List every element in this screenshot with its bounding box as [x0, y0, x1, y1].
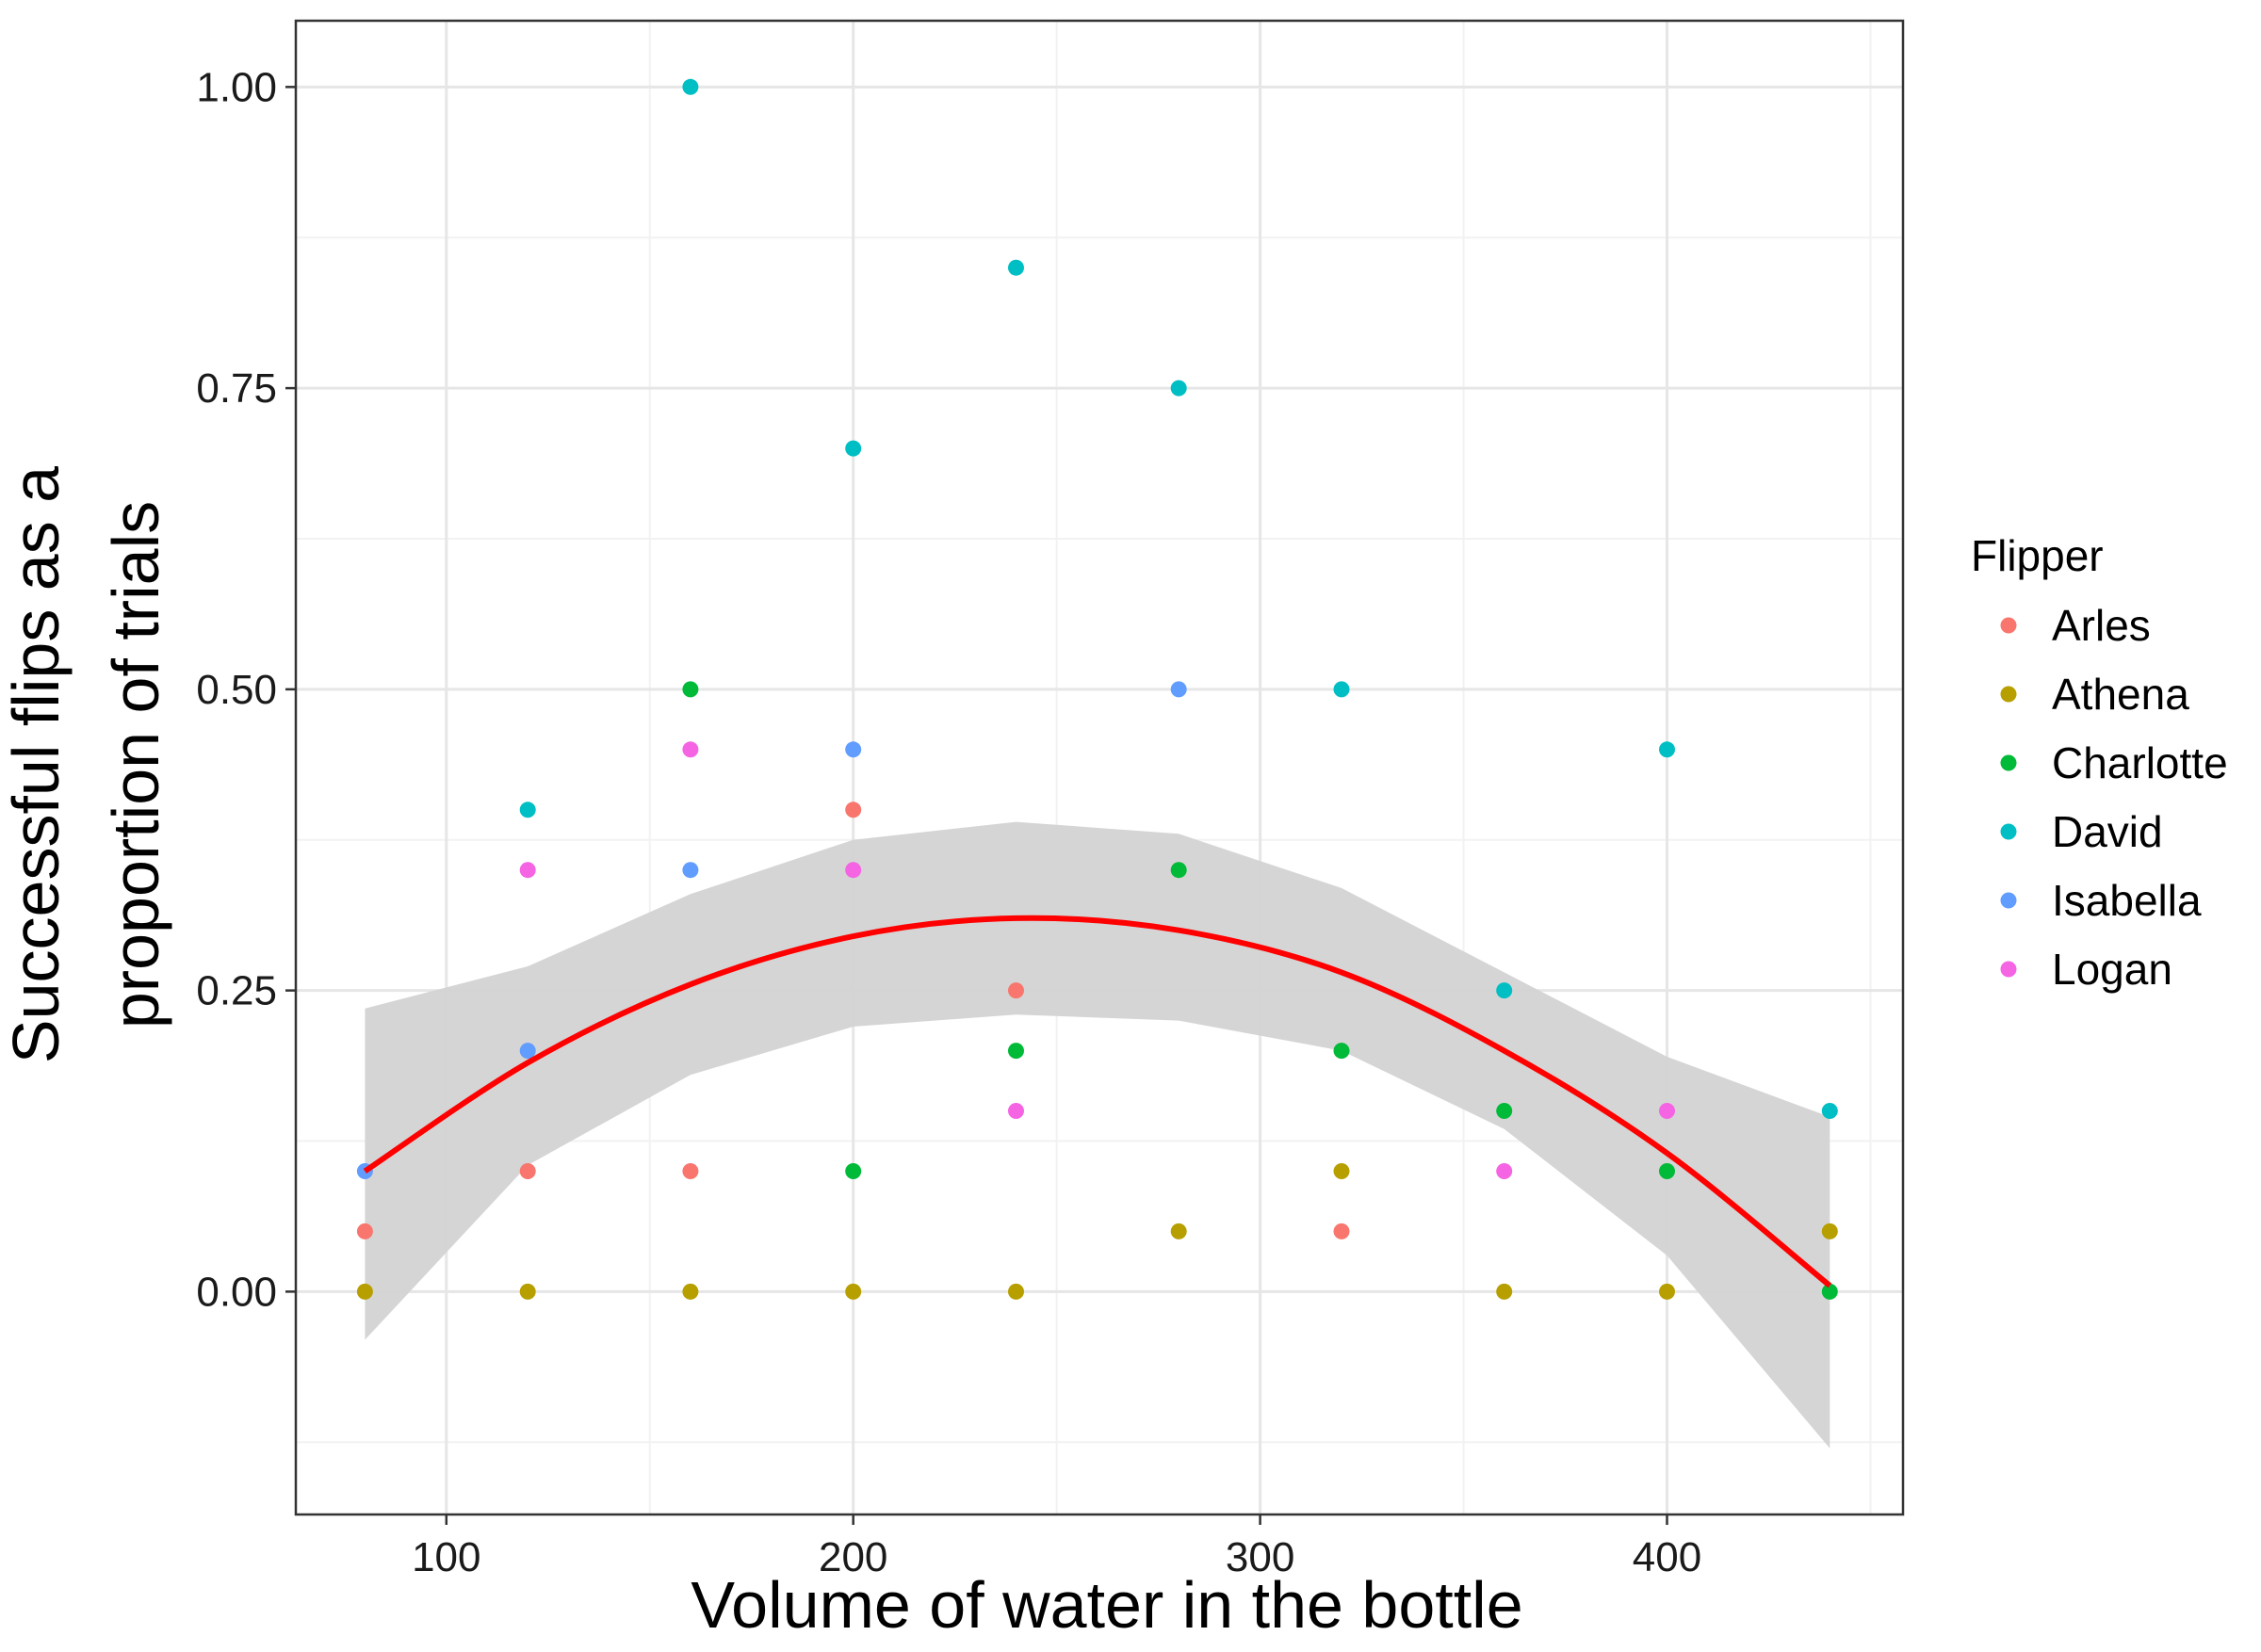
x-axis-title: Volume of water in the bottle: [691, 1568, 1522, 1642]
data-point-charlotte: [1170, 862, 1187, 879]
panel-background: [296, 21, 1903, 1514]
data-point-isabella: [1170, 681, 1187, 698]
x-tick-label: 100: [412, 1534, 480, 1580]
data-point-david: [519, 802, 536, 818]
legend-key-isabella: [2000, 892, 2017, 909]
panel-border: [294, 19, 1905, 1516]
y-axis-title-line-2: proportion of trials: [99, 501, 172, 1028]
legend-label-david: David: [2052, 807, 2163, 856]
data-point-david: [1821, 1103, 1838, 1119]
data-point-arles: [1333, 1223, 1350, 1239]
data-point-arles: [356, 1223, 373, 1239]
data-point-athena: [519, 1283, 536, 1300]
data-point-david: [1170, 380, 1187, 397]
data-point-logan: [845, 862, 862, 879]
data-point-david: [1008, 259, 1024, 276]
series-charlotte: [682, 681, 1838, 1300]
x-tick-label: 200: [819, 1534, 887, 1580]
series-david: [519, 78, 1838, 1119]
data-point-athena: [1821, 1223, 1838, 1239]
data-point-athena: [1170, 1223, 1187, 1239]
data-point-logan: [1659, 1103, 1675, 1119]
y-tick-label: 1.00: [196, 64, 277, 110]
legend-label-athena: Athena: [2052, 670, 2189, 719]
legend-label-isabella: Isabella: [2052, 876, 2202, 925]
legend-key-arles: [2000, 617, 2017, 634]
data-point-charlotte: [682, 681, 699, 698]
data-point-logan: [1008, 1103, 1024, 1119]
data-point-david: [1496, 982, 1513, 999]
axes: 0.00 0.25 0.50 0.75 1.00 100 200 300 400: [196, 64, 1701, 1580]
y-tick-label: 0.00: [196, 1269, 277, 1315]
legend-key-athena: [2000, 686, 2017, 703]
legend-key-charlotte: [2000, 754, 2017, 771]
legend: Arles Athena Charlotte David Isabella Logan: [2000, 601, 2228, 994]
data-point-athena: [1008, 1283, 1024, 1300]
data-point-charlotte: [1659, 1163, 1675, 1179]
data-point-david: [1333, 681, 1350, 698]
data-point-isabella: [682, 862, 699, 879]
data-point-charlotte: [845, 1163, 862, 1179]
data-point-david: [1659, 741, 1675, 758]
smooth-trend-line: [363, 915, 1832, 1288]
y-tick-label: 0.25: [196, 968, 277, 1014]
plot-panel: [294, 19, 1905, 1516]
confidence-band: [365, 821, 1830, 1449]
data-point-arles: [682, 1163, 699, 1179]
data-point-athena: [356, 1283, 373, 1300]
y-tick-label: 0.50: [196, 667, 277, 713]
data-point-charlotte: [1496, 1103, 1513, 1119]
data-point-logan: [682, 741, 699, 758]
legend-label-charlotte: Charlotte: [2052, 738, 2228, 787]
data-point-arles: [1008, 982, 1024, 999]
series-athena: [356, 1163, 1838, 1300]
data-point-arles: [845, 802, 862, 818]
data-point-athena: [1333, 1163, 1350, 1179]
data-point-charlotte: [1333, 1043, 1350, 1060]
data-point-logan: [1496, 1163, 1513, 1179]
y-axis-title-line-1: Successful flips as a: [0, 466, 73, 1063]
data-point-athena: [1659, 1283, 1675, 1300]
legend-key-logan: [2000, 961, 2017, 978]
data-point-david: [845, 440, 862, 457]
data-point-arles: [519, 1163, 536, 1179]
legend-key-david: [2000, 823, 2017, 840]
data-point-logan: [519, 862, 536, 879]
y-tick-label: 0.75: [196, 365, 277, 412]
data-point-charlotte: [1008, 1043, 1024, 1060]
y-axis-title: Successful flips as a proportion of tria…: [0, 466, 172, 1063]
data-point-athena: [1496, 1283, 1513, 1300]
series-logan: [519, 741, 1675, 1179]
legend-title: Flipper: [1971, 531, 2104, 580]
data-point-charlotte: [1821, 1283, 1838, 1300]
data-point-isabella: [519, 1043, 536, 1060]
legend-label-logan: Logan: [2052, 945, 2172, 994]
legend-label-arles: Arles: [2052, 601, 2151, 650]
data-point-david: [682, 78, 699, 95]
x-tick-label: 400: [1633, 1534, 1701, 1580]
data-point-athena: [845, 1283, 862, 1300]
series-arles: [356, 802, 1350, 1239]
data-point-athena: [682, 1283, 699, 1300]
data-point-isabella: [845, 741, 862, 758]
x-tick-label: 300: [1226, 1534, 1294, 1580]
